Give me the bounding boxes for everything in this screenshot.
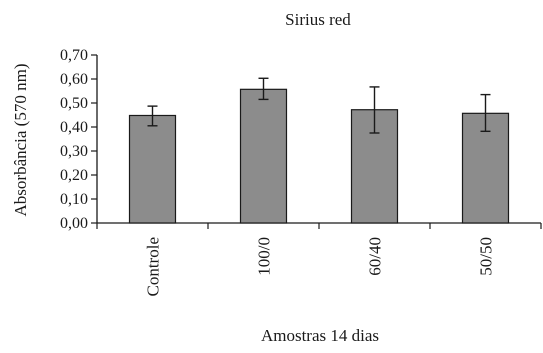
y-tick-label: 0,10 <box>60 191 88 208</box>
plot-area: 0,00 0,10 0,20 0,30 0,40 0,50 0,60 0,70 Controle… <box>60 47 542 297</box>
bar <box>128 114 177 224</box>
bar <box>239 88 288 224</box>
bar <box>350 109 399 224</box>
y-tick-label: 0,20 <box>60 167 88 184</box>
y-tick-label: 0,60 <box>60 71 88 88</box>
x-tick-label: 50/50 <box>477 237 496 276</box>
chart-title: Sirius red <box>285 10 351 29</box>
y-tick-label: 0,00 <box>60 215 88 232</box>
y-axis-label: Absorbância (570 nm) <box>11 64 30 217</box>
y-tick-label: 0,50 <box>60 95 88 112</box>
x-tick-label: 100/0 <box>255 237 274 276</box>
y-tick-label: 0,40 <box>60 119 88 136</box>
x-axis-label: Amostras 14 dias <box>261 326 379 345</box>
x-tick-label: Controle <box>144 237 163 297</box>
y-tick-label: 0,70 <box>60 47 88 64</box>
y-tick-label: 0,30 <box>60 143 88 160</box>
x-tick-label: 60/40 <box>366 237 385 276</box>
